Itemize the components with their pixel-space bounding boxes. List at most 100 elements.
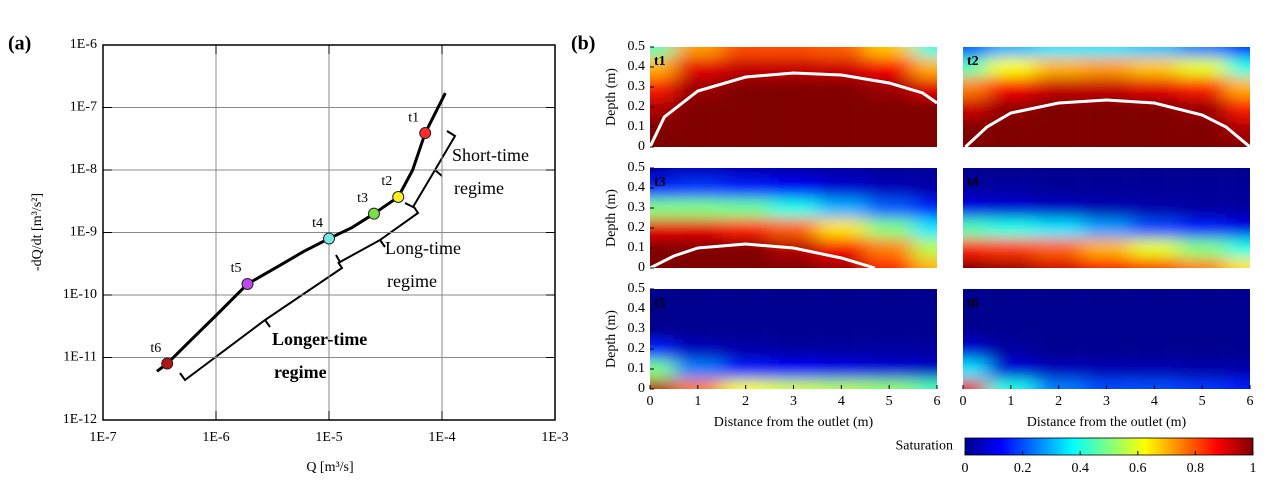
heatmap-cells (650, 168, 937, 268)
heatmap-cell (986, 299, 1035, 320)
heatmap-cell (769, 258, 818, 268)
plot-frame (102, 44, 556, 421)
heatmap-cell (1226, 168, 1250, 179)
heatmap-cell (650, 218, 674, 239)
heatmap-cell (963, 339, 987, 360)
y-tick-label: 1E-7 (70, 100, 97, 115)
heatmap-cell (721, 137, 770, 147)
heatmap-cell (1130, 319, 1179, 340)
heatmap-cell (865, 258, 914, 268)
heatmap-cell (986, 339, 1035, 360)
heatmap-cell (721, 218, 770, 239)
heatmap-cell (1034, 117, 1083, 138)
heatmap-cell (1130, 137, 1179, 147)
heatmap-cell (650, 238, 674, 259)
heatmap-cell (913, 137, 937, 147)
heatmap-cell (986, 137, 1035, 147)
heatmap-cell (865, 137, 914, 147)
heatmap-cell (1130, 289, 1179, 300)
x-tick-label: 1E-7 (89, 430, 116, 445)
heatmap-cell (986, 97, 1035, 118)
heatmap-cell (650, 178, 674, 199)
heatmap-cell (1130, 178, 1179, 199)
panel-a-label: (a) (8, 33, 31, 55)
heatmap-cell (673, 379, 722, 389)
heatmap-cell (1178, 117, 1227, 138)
heatmap-cell (769, 289, 818, 300)
heatmap-cell (1130, 168, 1179, 179)
colorbar-tick-label: 1 (1250, 461, 1257, 476)
heatmap-cell (1178, 218, 1227, 239)
point (367, 207, 380, 220)
colorbar-tick-label: 0.6 (1129, 461, 1147, 476)
heatmap-cell (986, 319, 1035, 340)
y-tick-label: 0.3 (628, 79, 646, 94)
heatmap-cell (986, 117, 1035, 138)
heatmap-cell (721, 319, 770, 340)
heatmap-cell (1226, 319, 1250, 340)
annotation: Long-time (385, 238, 461, 258)
heatmap-cell (1034, 258, 1083, 268)
panel-label: t2 (967, 54, 979, 69)
heatmap-cell (817, 137, 866, 147)
x-tick-label: 2 (742, 394, 749, 409)
heatmap-cell (673, 178, 722, 199)
heatmap-cell (865, 319, 914, 340)
heatmap-cell (986, 218, 1035, 239)
heatmap-cell (1130, 379, 1179, 389)
heatmap-cell (817, 258, 866, 268)
heatmap-cell (1178, 47, 1227, 58)
heatmap-cell (986, 77, 1035, 98)
heatmap-cell (1082, 198, 1131, 219)
heatmap-cell (769, 117, 818, 138)
heatmap-cell (1034, 198, 1083, 219)
colorbar-tick-label: 0 (962, 461, 969, 476)
x-tick-label: 3 (1103, 394, 1110, 409)
heatmap-cell (1082, 218, 1131, 239)
heatmap-cell (1082, 258, 1131, 268)
annotation: regime (387, 271, 437, 291)
heatmap-cells (963, 289, 1250, 389)
heatmap-cell (721, 198, 770, 219)
y-axis-label: -dQ/dt [m³/s²] (30, 193, 45, 271)
heatmap-cells (650, 47, 937, 147)
y-tick-label: 0.5 (628, 39, 646, 54)
heatmap-cell (1034, 57, 1083, 78)
point-label: t1 (408, 110, 419, 125)
heatmap-cell (1130, 57, 1179, 78)
x-axis-label: Distance from the outlet (m) (1027, 415, 1187, 430)
x-axis-label: Distance from the outlet (m) (714, 415, 874, 430)
heatmap-cell (913, 57, 937, 78)
heatmap-cell (913, 379, 937, 389)
heatmap-cell (963, 57, 987, 78)
heatmap-cell (1034, 238, 1083, 259)
heatmap-cell (650, 57, 674, 78)
heatmap-cell (1178, 178, 1227, 199)
heatmap-cell (817, 379, 866, 389)
heatmap-cell (865, 218, 914, 239)
annotation: regime (274, 362, 327, 382)
heatmap-cell (1034, 339, 1083, 360)
heatmap-cell (1082, 57, 1131, 78)
heatmap-cell (673, 299, 722, 320)
heatmap-cell (769, 178, 818, 199)
heatmap-cell (1178, 379, 1227, 389)
x-tick-label: 1E-4 (428, 430, 455, 445)
point-label: t3 (357, 191, 368, 206)
heatmap-cell (817, 359, 866, 380)
heatmap-cell (1226, 359, 1250, 380)
heatmap-cell (963, 289, 987, 300)
point (419, 127, 432, 140)
y-tick-label: 1E-8 (70, 162, 97, 177)
heatmap-cell (769, 77, 818, 98)
heatmap-cell (1034, 319, 1083, 340)
bracket (335, 206, 420, 264)
heatmap-cell (1130, 117, 1179, 138)
y-tick-label: 0.3 (628, 321, 646, 336)
heatmap-cell (1226, 258, 1250, 268)
heatmap-cell (721, 117, 770, 138)
heatmap-cell (1226, 289, 1250, 300)
heatmap-cell (1226, 299, 1250, 320)
heatmap-cell (1130, 47, 1179, 58)
